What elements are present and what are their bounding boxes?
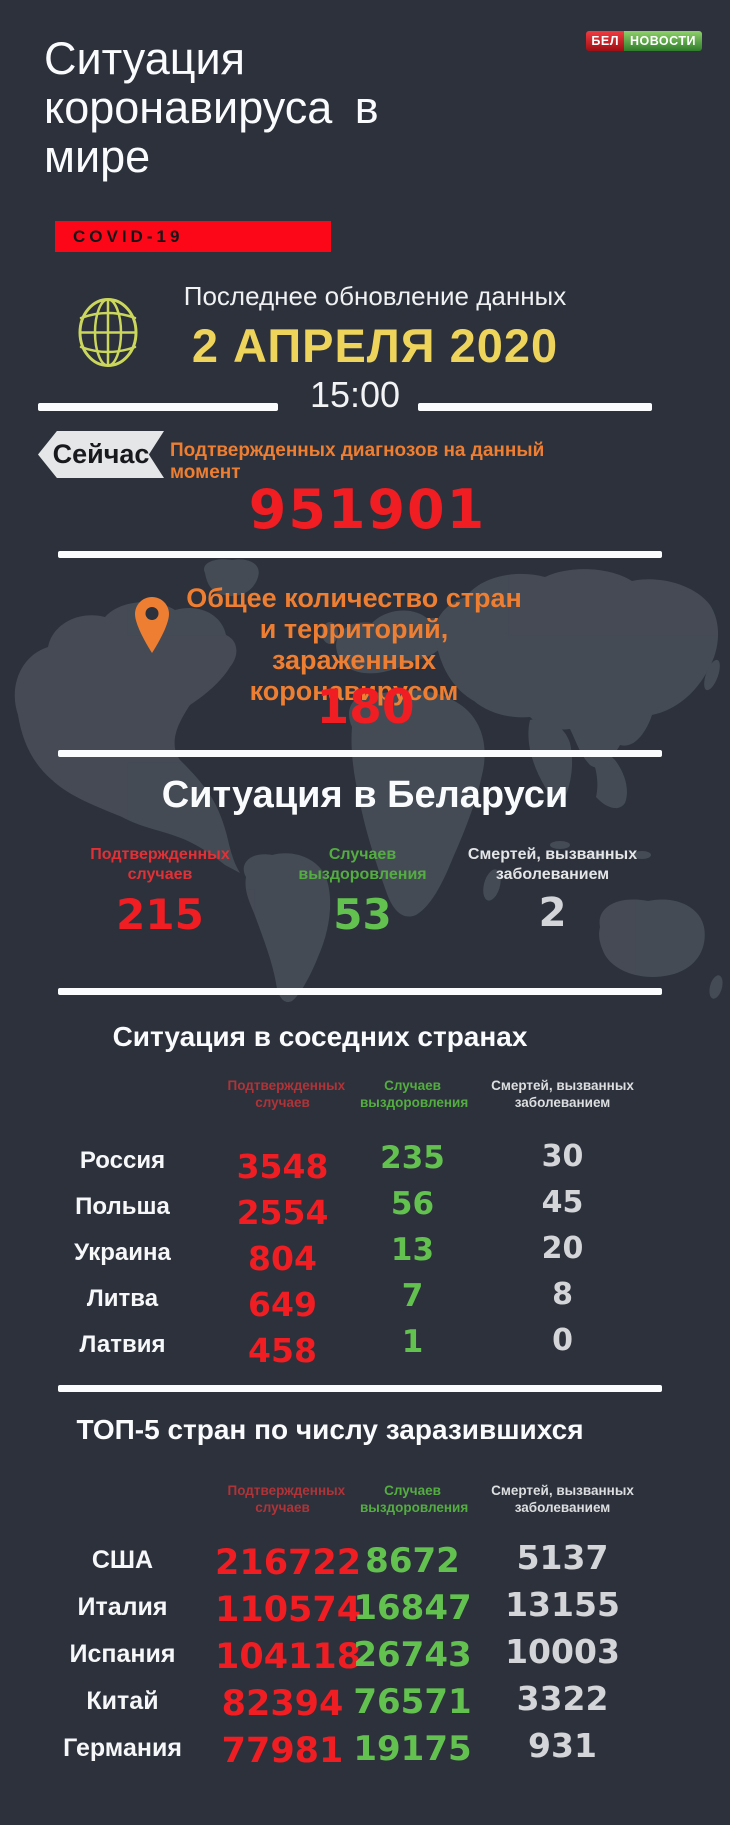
belarus-stats-headers: Подтвержденных случаев Случаев выздоровл… [40, 845, 660, 884]
divider [58, 1385, 662, 1392]
country-label: Польша [75, 1193, 170, 1220]
deaths-value: 10003 [505, 1632, 620, 1671]
brand-logo: БЕЛ НОВОСТИ [586, 31, 702, 51]
recovered-column-header: Случаев выздоровления [360, 1483, 469, 1515]
divider [58, 750, 662, 757]
country-label: Россия [79, 1147, 166, 1174]
belarus-deaths-value: 2 [538, 890, 567, 936]
recovered-column-header: Случаев выздоровления [298, 846, 427, 883]
page-title-line3: мире [44, 131, 151, 183]
confirmed-column-header: Подтвержденных случаев [227, 1483, 346, 1515]
divider-left-of-time [38, 403, 278, 411]
table-row: Германия 77981 19175 931 [30, 1725, 650, 1772]
confirmed-value: 104118 [215, 1636, 362, 1677]
confirmed-value: 649 [248, 1284, 317, 1324]
belarus-stats-values: 215 53 2 [40, 890, 660, 939]
deaths-value: 931 [528, 1726, 597, 1765]
top5-table: США 216722 8672 5137 Италия 110574 16847… [30, 1537, 650, 1772]
recovered-value: 26743 [353, 1634, 472, 1675]
deaths-column-header: Смертей, вызванных заболеванием [467, 846, 638, 883]
table-row: Китай 82394 76571 3322 [30, 1678, 650, 1725]
belarus-section-heading: Ситуация в Беларуси [161, 774, 569, 816]
table-row: Латвия 458 1 0 [30, 1322, 650, 1370]
top5-section-heading: ТОП-5 стран по числу заразившихся [76, 1414, 584, 1445]
page-title-line2: коронавируса в [44, 82, 379, 134]
confirmed-now-label: Подтвержденных диагнозов на данный момен… [170, 440, 545, 483]
confirmed-value: 458 [248, 1330, 317, 1370]
globe-icon [78, 298, 138, 367]
deaths-value: 5137 [516, 1538, 609, 1577]
recovered-value: 235 [380, 1140, 445, 1176]
recovered-value: 76571 [353, 1681, 472, 1722]
country-label: США [91, 1546, 154, 1574]
now-ribbon-badge: Сейчас [38, 431, 164, 478]
page-title: Ситуация коронавируса в мире [44, 34, 379, 181]
deaths-value: 20 [541, 1230, 584, 1266]
deaths-column-header: Смертей, вызванных заболеванием [491, 1483, 634, 1515]
belarus-recovered-value: 53 [333, 890, 392, 939]
table-row: Россия 3548 235 30 [30, 1138, 650, 1186]
confirmed-value: 2554 [236, 1192, 329, 1232]
recovered-value: 13 [390, 1232, 435, 1268]
belarus-confirmed-value: 215 [116, 890, 204, 939]
country-label: Германия [63, 1734, 182, 1762]
infected-countries-value: 180 [316, 680, 415, 735]
deaths-value: 0 [552, 1322, 573, 1358]
country-label: Италия [77, 1593, 168, 1621]
country-label: Украина [74, 1239, 171, 1266]
confirmed-value: 110574 [215, 1589, 362, 1630]
recovered-value: 56 [390, 1186, 435, 1222]
brand-logo-bel: БЕЛ [586, 31, 624, 51]
confirmed-column-header: Подтвержденных случаев [227, 1078, 346, 1110]
confirmed-now-value: 951901 [248, 478, 487, 541]
recovered-value: 19175 [353, 1728, 472, 1769]
deaths-value: 45 [541, 1184, 584, 1220]
confirmed-value: 77981 [221, 1730, 344, 1771]
recovered-value: 1 [401, 1324, 424, 1360]
country-label: Китай [86, 1687, 159, 1715]
deaths-value: 3322 [516, 1679, 609, 1718]
neighbors-table-headers: Подтвержденных случаев Случаев выздоровл… [30, 1078, 650, 1112]
divider [58, 551, 662, 558]
confirmed-value: 804 [248, 1238, 317, 1278]
brand-logo-novosti: НОВОСТИ [623, 31, 702, 51]
location-pin-icon [135, 597, 169, 653]
divider [58, 988, 662, 995]
deaths-column-header: Смертей, вызванных заболеванием [491, 1078, 634, 1110]
last-update-time: 15:00 [309, 374, 401, 415]
covid-19-badge: COVID-19 [55, 221, 331, 252]
country-label: Литва [86, 1285, 159, 1312]
neighbors-section-heading: Ситуация в соседних странах [112, 1021, 528, 1052]
world-map-background [14, 559, 723, 1003]
infected-countries-label: Общее количество стран и территорий, зар… [186, 583, 522, 707]
country-label: Испания [69, 1640, 176, 1668]
deaths-value: 8 [552, 1276, 573, 1312]
table-row: Литва 649 7 8 [30, 1276, 650, 1324]
top5-table-headers: Подтвержденных случаев Случаев выздоровл… [30, 1483, 650, 1517]
recovered-value: 8672 [365, 1540, 460, 1581]
table-row: Испания 104118 26743 10003 [30, 1631, 650, 1678]
table-row: США 216722 8672 5137 [30, 1537, 650, 1584]
table-row: Польша 2554 56 45 [30, 1184, 650, 1232]
page-title-line1: Ситуация [44, 33, 246, 84]
last-update-date: 2 АПРЕЛЯ 2020 [191, 319, 559, 372]
recovered-column-header: Случаев выздоровления [360, 1078, 469, 1110]
deaths-value: 13155 [505, 1585, 620, 1624]
confirmed-column-header: Подтвержденных случаев [90, 846, 230, 883]
neighbors-table: Россия 3548 235 30 Польша 2554 56 45 Укр… [30, 1138, 650, 1370]
recovered-value: 7 [401, 1278, 424, 1314]
table-row: Украина 804 13 20 [30, 1230, 650, 1278]
confirmed-value: 216722 [215, 1542, 362, 1583]
country-label: Латвия [79, 1331, 166, 1358]
confirmed-value: 3548 [236, 1146, 329, 1186]
recovered-value: 16847 [353, 1587, 472, 1628]
table-row: Италия 110574 16847 13155 [30, 1584, 650, 1631]
confirmed-value: 82394 [221, 1683, 344, 1724]
divider-right-of-time [418, 403, 652, 411]
deaths-value: 30 [541, 1138, 584, 1174]
last-update-label: Последнее обновление данных [183, 281, 567, 311]
